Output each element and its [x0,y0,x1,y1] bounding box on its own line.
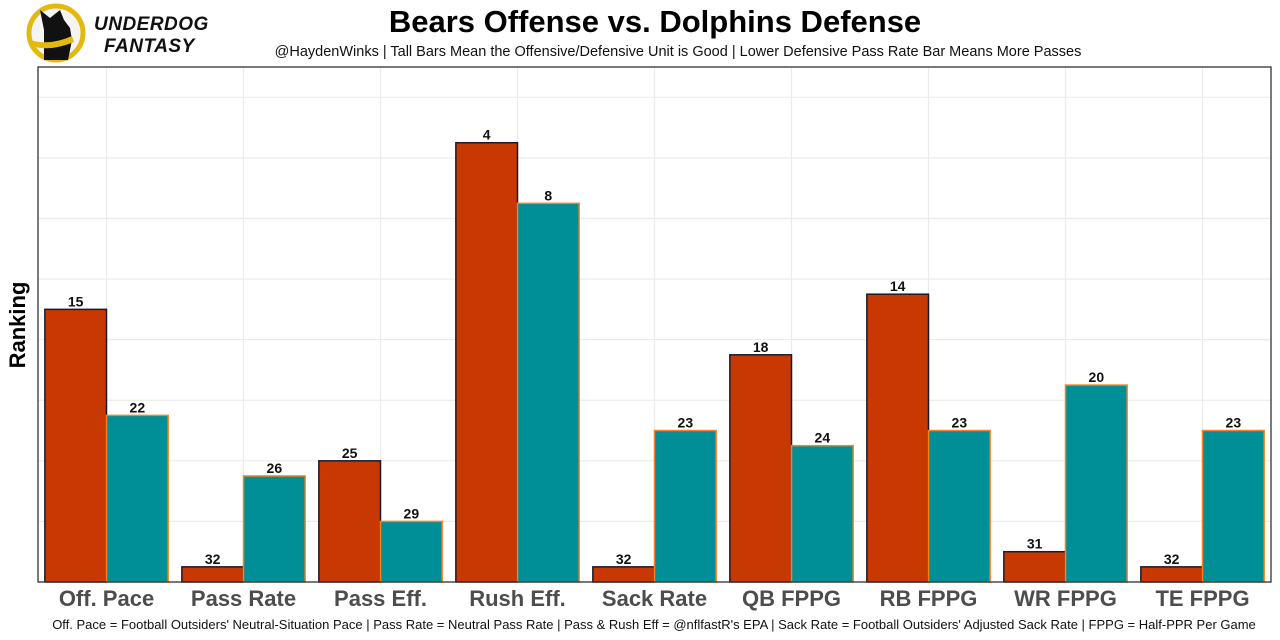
bar-defense [1064,384,1128,583]
data-label: 23 [1226,415,1242,431]
bar-defense [1201,429,1265,583]
x-tick-label: Rush Eff. [469,586,566,611]
logo-text-fantasy: FANTASY [104,36,197,57]
chart-title: Bears Offense vs. Dolphins Defense [389,4,921,39]
plot-border [37,66,1272,583]
data-label: 18 [753,339,769,355]
bar-offense [455,141,519,583]
bar-offense [44,308,108,583]
bar-offense [1003,550,1067,583]
x-tick-label: WR FPPG [1014,586,1117,611]
data-label: 15 [68,293,84,309]
data-label: 29 [404,505,420,521]
bar-defense [242,475,306,583]
data-label: 8 [544,187,552,203]
x-tick-label: RB FPPG [880,586,978,611]
bar-defense [379,520,443,583]
x-tick-label: TE FPPG [1155,586,1249,611]
x-tick-label: Pass Rate [191,586,296,611]
data-label: 26 [267,460,283,476]
x-tick-label: Pass Eff. [334,586,427,611]
data-label: 32 [1164,551,1180,567]
logo-scarf-icon [30,36,74,49]
x-tick-labels: Off. Pace Pass Rate Pass Eff. Rush Eff. Sack… [59,586,1250,611]
chart-subtitle: @HaydenWinks | Tall Bars Mean the Offens… [275,44,1082,60]
bar-offense [181,566,245,583]
data-label: 20 [1089,369,1105,385]
data-label: 32 [205,551,221,567]
y-axis-label: Ranking [5,282,30,369]
chart-caption: Off. Pace = Football Outsiders' Neutral-… [52,617,1256,632]
data-label: 24 [815,430,831,446]
bar-defense [927,429,991,583]
underdog-logo: UNDERDOG FANTASY [26,3,209,63]
data-label: 23 [678,415,694,431]
data-label: 25 [342,445,358,461]
bars [44,141,1265,583]
data-label: 14 [890,278,906,294]
data-label: 31 [1027,536,1043,552]
data-labels: 15 22 32 26 25 29 4 8 32 23 18 24 14 23 31 20 32 23 [68,127,1241,567]
bar-offense [592,566,656,583]
bar-offense [1140,566,1204,583]
data-label: 32 [616,551,632,567]
x-tick-label: Sack Rate [602,586,707,611]
bar-offense [866,293,930,583]
bar-defense [105,414,169,583]
bar-offense [318,460,382,583]
data-label: 23 [952,415,968,431]
bar-defense [653,429,717,583]
bar-offense [729,354,793,583]
x-tick-label: Off. Pace [59,586,154,611]
data-label: 22 [130,399,146,415]
logo-text-underdog: UNDERDOG [94,14,209,35]
x-tick-label: QB FPPG [742,586,841,611]
bar-defense [790,444,854,583]
bar-defense [516,202,580,583]
data-label: 4 [483,127,491,143]
